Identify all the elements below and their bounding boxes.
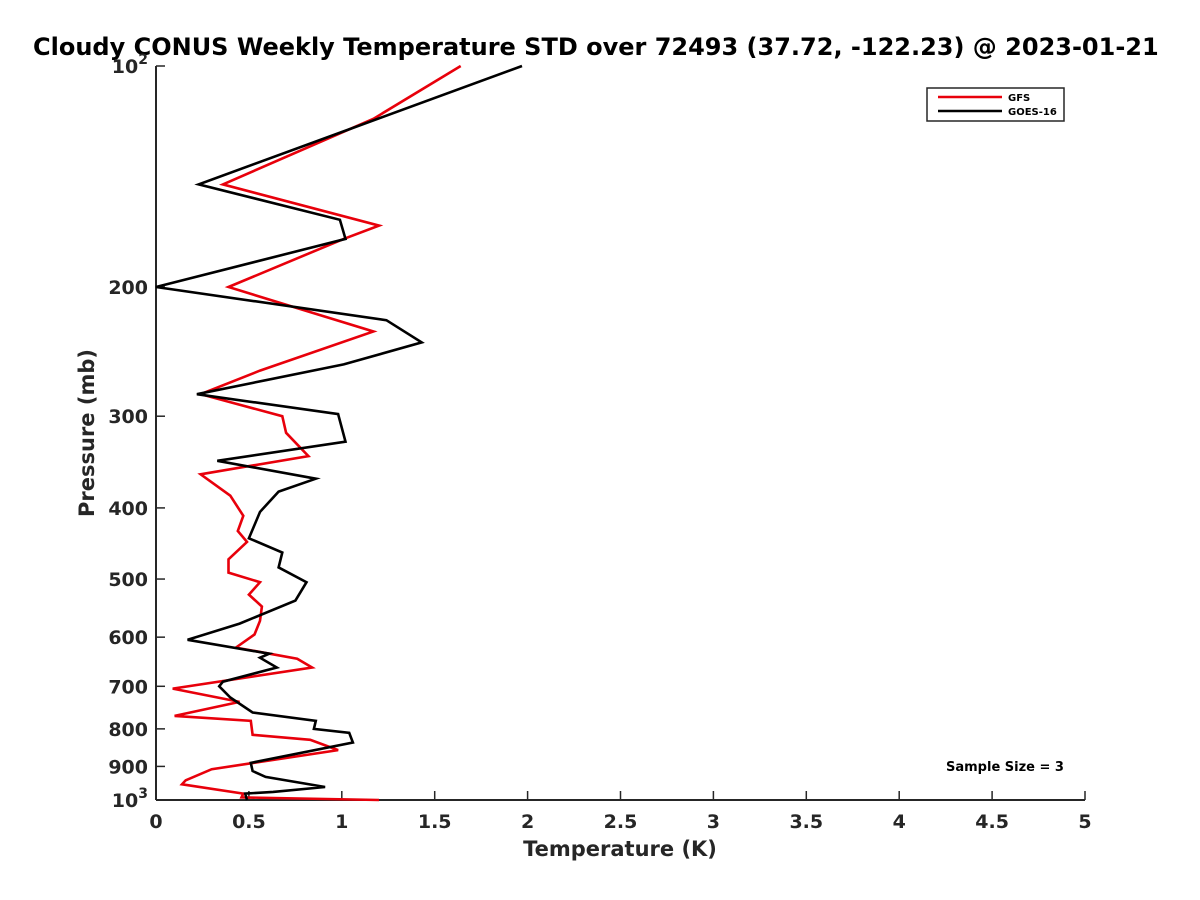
x-tick-label: 3 <box>707 811 720 833</box>
x-tick-label: 1 <box>335 811 348 833</box>
legend: GFS GOES-16 <box>926 87 1065 122</box>
series-group <box>155 64 523 802</box>
y-tick-exponent: 2 <box>138 52 148 68</box>
y-tick-label: 600 <box>108 627 148 649</box>
y-tick-label: 900 <box>108 756 148 778</box>
legend-label-goes16: GOES-16 <box>1008 107 1057 118</box>
y-tick-label: 300 <box>108 406 148 428</box>
y-tick-label: 800 <box>108 719 148 741</box>
x-tick-label: 5 <box>1078 811 1091 833</box>
x-tick-label: 2 <box>521 811 534 833</box>
x-tick-label: 0 <box>149 811 162 833</box>
y-tick-label: 400 <box>108 498 148 520</box>
x-tick-label: 0.5 <box>232 811 266 833</box>
x-axis-label: Temperature (K) <box>523 837 717 861</box>
legend-label-gfs: GFS <box>1008 93 1030 104</box>
series-line-gfs <box>172 64 462 802</box>
x-ticks: 0 0.5 1 1.5 2 2.5 3 3.5 4 4.5 5 <box>149 791 1092 833</box>
x-tick-label: 4.5 <box>975 811 1009 833</box>
y-tick-base: 10 <box>112 790 138 812</box>
y-tick-label: 200 <box>108 277 148 299</box>
x-tick-label: 4 <box>893 811 906 833</box>
series-line-goes16 <box>155 64 523 801</box>
y-tick-label: 103 <box>112 786 148 812</box>
chart-title: Cloudy CONUS Weekly Temperature STD over… <box>33 33 1159 61</box>
y-tick-label: 700 <box>108 676 148 698</box>
x-tick-label: 1.5 <box>418 811 452 833</box>
y-tick-base: 10 <box>112 56 138 78</box>
sample-size-annotation: Sample Size = 3 <box>946 760 1064 775</box>
legend-box <box>926 87 1065 122</box>
y-tick-label: 102 <box>112 52 148 78</box>
x-tick-label: 2.5 <box>604 811 638 833</box>
x-tick-label: 3.5 <box>789 811 823 833</box>
y-tick-exponent: 3 <box>138 786 148 802</box>
y-tick-label: 500 <box>108 569 148 591</box>
y-axis-label: Pressure (mb) <box>75 349 99 517</box>
